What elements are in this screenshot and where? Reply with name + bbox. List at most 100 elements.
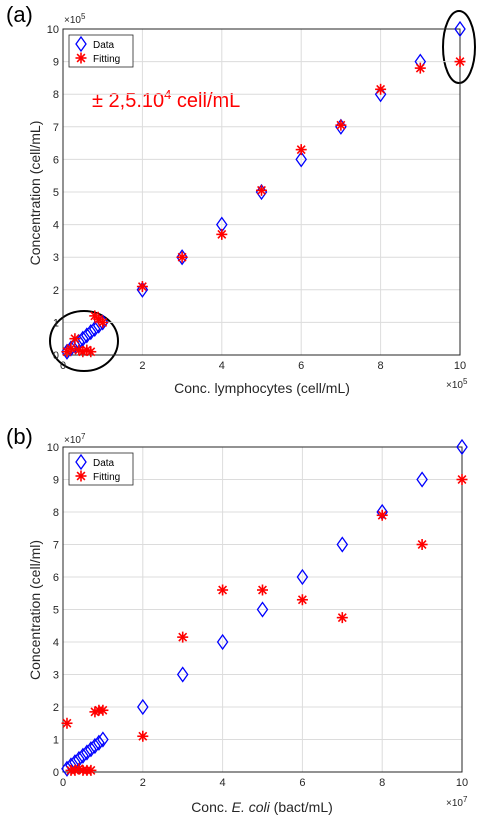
data-point (81, 744, 93, 761)
x-tick-label: 2 (139, 360, 145, 372)
fitting-point (61, 717, 73, 729)
legend-label: Fitting (93, 54, 120, 65)
x-tick-label: 8 (378, 360, 384, 372)
y-axis-label-a: Concentration (cell/mL) (27, 121, 43, 266)
data-point (77, 330, 89, 347)
legend-box (68, 34, 134, 68)
fitting-point (336, 612, 348, 624)
fitting-point (414, 62, 426, 74)
data-point (295, 151, 307, 168)
y-tick-label: 3 (53, 252, 59, 264)
x-tick-label: 10 (456, 777, 468, 789)
data-point (75, 35, 87, 53)
y-tick-label: 0 (53, 350, 59, 362)
legend-a: Data Fitting (68, 34, 134, 68)
fitting-point (376, 509, 388, 521)
fitting-point (85, 346, 97, 358)
x-tick-label: 8 (379, 777, 385, 789)
x-tick-label: 10 (454, 360, 466, 372)
x-axis-label-b: Conc. E. coli (bact/mL) (191, 799, 333, 815)
legend-label: Fitting (93, 472, 120, 483)
data-point (454, 20, 466, 38)
chart-b: (b) ×107 ×107 Concentration (cell/ml) Co… (6, 424, 468, 815)
fitting-point (296, 594, 308, 606)
fitting-point (256, 184, 267, 196)
fitting-point (454, 56, 466, 68)
y-tick-label: 7 (53, 540, 59, 552)
data-point (456, 438, 468, 456)
x-tick-label: 4 (219, 360, 225, 372)
data-point (77, 747, 89, 764)
y-tick-label: 4 (53, 220, 59, 232)
y-tick-label: 9 (53, 475, 59, 487)
y-tick-label: 7 (53, 122, 59, 134)
y-tick-label: 1 (53, 317, 59, 329)
fitting-point (375, 83, 387, 95)
fitting-point (97, 316, 109, 328)
data-point (93, 734, 105, 751)
data-point (85, 741, 97, 758)
y-tick-label: 2 (53, 702, 59, 714)
x-tick-label: 2 (140, 777, 146, 789)
data-point (136, 281, 149, 298)
x-tick-label: 4 (220, 777, 226, 789)
highlight-circle-high (442, 10, 476, 84)
fitting-point (136, 281, 148, 293)
panel-label-b: (b) (6, 424, 33, 449)
y-tick-label: 5 (53, 605, 59, 617)
y-tick-label: 2 (53, 285, 59, 297)
fitting-point (217, 584, 229, 596)
y-multiplier-b: ×107 (64, 432, 86, 446)
y-tick-label: 6 (53, 154, 59, 166)
x-tick-label: 6 (299, 777, 305, 789)
axes-frame-a (62, 28, 461, 356)
fitting-point (75, 52, 87, 64)
x-tick-label: 0 (60, 360, 66, 372)
fitting-point (75, 470, 87, 482)
y-tick-label: 8 (53, 89, 59, 101)
fitting-point (295, 144, 307, 156)
fitting-point (65, 342, 77, 354)
y-tick-label: 10 (47, 24, 59, 36)
y-tick-label: 5 (53, 187, 59, 199)
data-point (256, 601, 269, 618)
legend-b: Data Fitting (68, 452, 134, 486)
data-point (137, 698, 149, 716)
panel-label-a: (a) (6, 2, 33, 27)
y-tick-label: 1 (53, 735, 59, 747)
y-tick-label: 4 (53, 637, 59, 649)
x-tick-label: 6 (298, 360, 304, 372)
fitting-point (137, 730, 149, 742)
legend-box (68, 452, 134, 486)
fitting-point (257, 584, 268, 596)
y-tick-label: 3 (53, 670, 59, 682)
fitting-point (69, 333, 81, 345)
highlight-circle-low (49, 310, 119, 372)
fitting-point (416, 539, 428, 550)
fitting-point (216, 228, 228, 240)
y-multiplier-a: ×105 (64, 12, 86, 26)
legend-label: Data (93, 458, 115, 469)
data-point (84, 324, 97, 341)
data-point (416, 471, 428, 488)
y-tick-label: 9 (53, 57, 59, 69)
fitting-point (456, 474, 468, 485)
legend-label: Data (93, 40, 115, 51)
fitting-point (97, 704, 109, 716)
x-multiplier-b: ×107 (446, 795, 468, 809)
data-point (81, 327, 93, 344)
data-point (97, 731, 109, 748)
y-tick-label: 6 (53, 572, 59, 584)
data-point (216, 633, 229, 651)
y-tick-label: 8 (53, 507, 59, 519)
data-point (75, 453, 87, 471)
axes-frame-b (62, 446, 463, 773)
x-axis-label-a: Conc. lymphocytes (cell/mL) (174, 380, 350, 396)
fitting-point (176, 251, 188, 263)
chart-a: (a) ×105 ×105 Concentration (cell/mL) Co… (6, 2, 476, 396)
fitting-point (177, 631, 189, 643)
data-point (176, 666, 189, 683)
data-point (88, 320, 101, 338)
data-point (89, 737, 101, 755)
